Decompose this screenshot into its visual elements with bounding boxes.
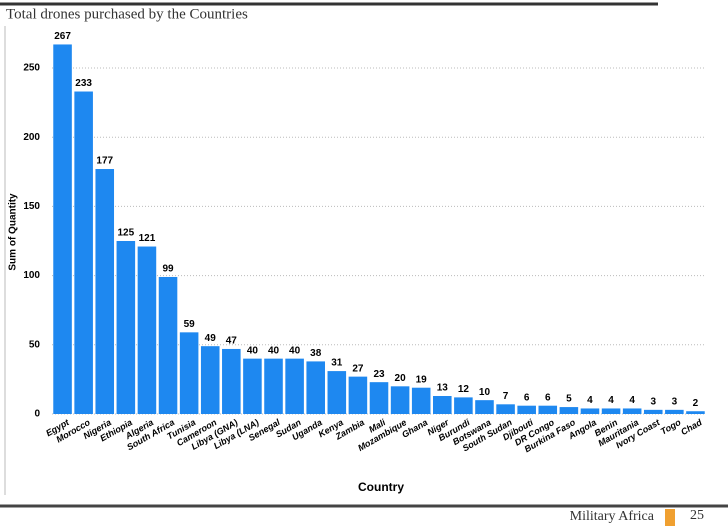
bar bbox=[306, 361, 325, 414]
x-tick-label: Togo bbox=[659, 417, 683, 437]
x-axis-label: Country bbox=[358, 480, 404, 494]
data-label: 4 bbox=[629, 395, 635, 406]
data-label: 23 bbox=[373, 369, 385, 380]
bar bbox=[559, 407, 579, 414]
data-label: 3 bbox=[650, 396, 656, 407]
bar bbox=[496, 404, 515, 414]
bar bbox=[643, 409, 663, 414]
data-label: 40 bbox=[247, 345, 259, 356]
data-label: 3 bbox=[672, 396, 678, 407]
data-label: 19 bbox=[416, 374, 428, 385]
y-tick-label: 200 bbox=[23, 132, 40, 143]
bar bbox=[622, 408, 642, 414]
y-tick-label: 100 bbox=[23, 270, 40, 281]
bar bbox=[95, 169, 115, 414]
data-label: 6 bbox=[524, 392, 530, 403]
bar bbox=[665, 409, 684, 414]
bar bbox=[327, 371, 347, 414]
data-label: 13 bbox=[437, 383, 449, 394]
bar bbox=[53, 44, 72, 415]
bar bbox=[264, 358, 283, 414]
data-label: 177 bbox=[96, 156, 113, 167]
bar bbox=[601, 408, 621, 414]
bar bbox=[580, 408, 600, 414]
data-label: 47 bbox=[226, 336, 238, 347]
data-label: 20 bbox=[395, 373, 407, 384]
data-label: 27 bbox=[352, 363, 364, 374]
bar bbox=[433, 396, 452, 414]
data-label: 59 bbox=[184, 319, 196, 330]
data-label: 6 bbox=[545, 392, 551, 403]
footer-marker bbox=[665, 509, 675, 526]
data-label: 38 bbox=[310, 348, 322, 359]
data-label: 5 bbox=[566, 394, 572, 405]
bar bbox=[158, 276, 178, 414]
bar bbox=[411, 387, 431, 414]
data-label: 12 bbox=[458, 384, 470, 395]
y-tick-label: 0 bbox=[34, 409, 40, 420]
bar bbox=[74, 91, 93, 414]
bar bbox=[454, 397, 473, 414]
bar bbox=[116, 240, 136, 414]
bar bbox=[200, 346, 220, 414]
data-label: 99 bbox=[162, 264, 174, 275]
bar bbox=[475, 400, 494, 414]
bar bbox=[137, 246, 157, 414]
data-label: 31 bbox=[331, 358, 343, 369]
y-axis-label: Sum of Quantity bbox=[8, 193, 19, 271]
page-title: Total drones purchased by the Countries bbox=[6, 6, 248, 22]
bar bbox=[222, 348, 241, 414]
data-label: 121 bbox=[139, 233, 156, 244]
data-label: 125 bbox=[117, 228, 134, 239]
bar bbox=[517, 405, 536, 414]
bar bbox=[243, 358, 262, 414]
footer-source: Military Africa bbox=[570, 509, 655, 524]
bar bbox=[179, 332, 199, 414]
data-label: 233 bbox=[75, 78, 92, 89]
data-label: 267 bbox=[54, 31, 71, 42]
bar bbox=[686, 411, 705, 414]
bar bbox=[538, 405, 558, 414]
data-label: 40 bbox=[268, 345, 280, 356]
bar bbox=[369, 382, 389, 414]
y-tick-label: 250 bbox=[23, 63, 40, 74]
page-number: 25 bbox=[690, 508, 704, 523]
data-label: 40 bbox=[289, 345, 301, 356]
y-tick-label: 50 bbox=[29, 339, 41, 350]
bar bbox=[285, 358, 304, 414]
x-tick-label: Chad bbox=[679, 417, 704, 437]
bar bbox=[348, 376, 368, 414]
data-label: 4 bbox=[608, 395, 614, 406]
data-label: 2 bbox=[693, 398, 699, 409]
data-label: 7 bbox=[503, 391, 509, 402]
data-label: 10 bbox=[479, 387, 491, 398]
bar bbox=[390, 386, 410, 414]
data-label: 49 bbox=[205, 333, 217, 344]
y-tick-label: 150 bbox=[23, 201, 40, 212]
data-label: 4 bbox=[587, 395, 593, 406]
